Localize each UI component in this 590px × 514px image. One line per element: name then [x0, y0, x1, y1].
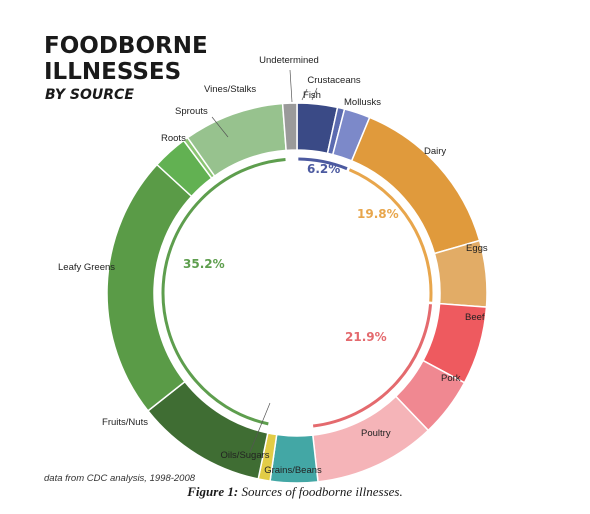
slice-label-fruits-nuts: Fruits/Nuts	[102, 417, 148, 428]
slice-label-pork: Pork	[441, 373, 461, 384]
slice-undetermined	[281, 102, 298, 152]
group-percent-2: 19.8%	[357, 207, 399, 221]
source-note: data from CDC analysis, 1998-2008	[44, 473, 196, 484]
slice-label-oils-sugars: Oils/Sugars	[220, 450, 269, 461]
chart-subtitle: BY SOURCE	[45, 87, 134, 103]
leader-line-crustaceans	[311, 87, 318, 101]
figure-caption: Figure 1: Sources of foodborne illnesses…	[0, 484, 590, 500]
group-percent-4: 35.2%	[183, 257, 225, 271]
figure-caption-prefix: Figure 1:	[187, 484, 239, 499]
leader-line-fish	[301, 88, 308, 101]
leader-line-sprouts	[211, 116, 229, 138]
slice-label-undetermined: Undetermined	[259, 55, 319, 66]
slice-label-leafy-greens: Leafy Greens	[58, 262, 115, 273]
slice-label-crustaceans: Crustaceans	[307, 75, 361, 86]
group-arc-2	[348, 168, 433, 302]
slice-leafy-greens	[106, 163, 193, 412]
slice-labels: Fish Crustaceans Mollusks Dairy Eggs Beef Pork…	[58, 55, 488, 476]
slice-label-eggs: Eggs	[466, 243, 488, 254]
leader-line-undetermined	[289, 69, 293, 103]
slice-label-fish: Fish	[303, 90, 321, 101]
leader-line-oils-sugars	[249, 402, 271, 453]
chart-title-line1: FOODBORNE	[44, 33, 208, 59]
slice-label-poultry: Poultry	[361, 428, 391, 439]
group-arc-4	[161, 157, 286, 426]
slice-label-grains-beans: Grains/Beans	[264, 465, 322, 476]
group-percent-labels: 6.2% 19.8% 21.9% 35.2%	[183, 162, 399, 344]
slice-label-mollusks: Mollusks	[344, 97, 381, 108]
chart-title-line2: ILLNESSES	[44, 59, 181, 85]
donut-slices	[106, 102, 488, 484]
group-arc-3	[312, 304, 433, 428]
slice-label-vines-stalks: Vines/Stalks	[204, 84, 256, 95]
figure-caption-text: Sources of foodborne illnesses.	[241, 484, 403, 499]
group-percent-3: 21.9%	[345, 330, 387, 344]
slice-label-roots: Roots	[161, 133, 186, 144]
group-arc-1	[298, 157, 348, 171]
slice-label-beef: Beef	[465, 312, 485, 323]
slice-label-dairy: Dairy	[424, 146, 446, 157]
group-percent-1: 6.2%	[307, 162, 340, 176]
group-ring-arcs	[161, 157, 433, 428]
leader-lines	[211, 69, 318, 453]
slice-label-sprouts: Sprouts	[175, 106, 208, 117]
